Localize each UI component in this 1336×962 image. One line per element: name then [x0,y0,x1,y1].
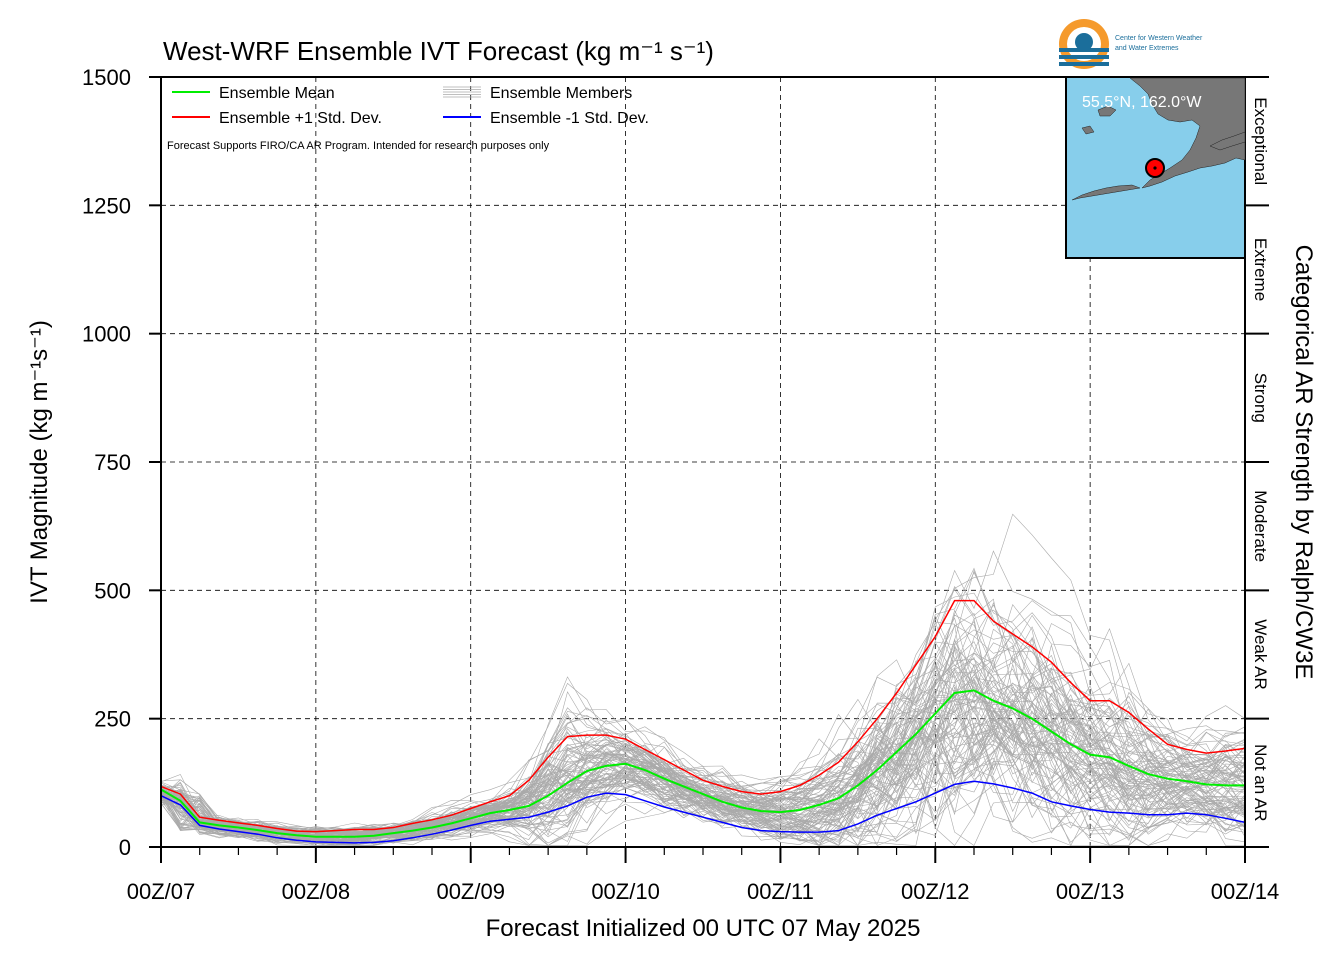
category-label: Strong [1251,373,1270,423]
x-tick-label: 00Z/11 [747,879,814,904]
category-label: Exceptional [1251,97,1270,185]
logo-line2: and Water Extremes [1115,45,1179,52]
legend: Ensemble Mean Ensemble +1 Std. Dev. Ense… [167,85,649,152]
legend-mean-label: Ensemble Mean [219,85,335,102]
y-tick-label: 1000 [82,322,131,347]
x-tick-label: 00Z/07 [127,879,196,904]
category-label: Extreme [1251,238,1270,301]
ensemble-mean-line [160,689,1245,838]
ensemble-minus-std-line [160,780,1246,844]
ensemble-member-line [160,667,1246,845]
ensemble-member-line [160,656,1246,836]
cw3e-logo: Center for Western Weather and Water Ext… [1059,19,1203,69]
category-label: Weak AR [1251,619,1270,690]
inset-land-islands [1071,184,1141,201]
x-tick-label: 00Z/10 [591,879,660,904]
x-tick-label: 00Z/12 [901,879,970,904]
ensemble-plus-std-line [160,599,1246,833]
ensemble-member-line [160,706,1246,833]
legend-minus-label: Ensemble -1 Std. Dev. [490,110,649,127]
category-label: Not an AR [1251,744,1270,822]
ensemble-member-line [160,699,1246,845]
ensemble-member-line [160,589,1246,834]
x-tick-label: 00Z/08 [282,879,351,904]
inset-location-label: 55.5°N, 162.0°W [1082,94,1202,111]
ensemble-members [160,513,1246,847]
chart-title: West-WRF Ensemble IVT Forecast (kg m⁻¹ s… [163,36,714,66]
y-tick-label: 1500 [82,65,131,90]
ensemble-member-line [160,664,1246,846]
legend-members-label: Ensemble Members [490,85,632,102]
ensemble-member-line [160,669,1246,842]
x-axis: 00Z/07 00Z/08 00Z/09 00Z/10 00Z/11 00Z/12 00Z/… [127,847,1280,904]
y-tick-label: 750 [94,450,131,475]
x-tick-label: 00Z/14 [1211,879,1280,904]
y-axis: 0 250 500 750 1000 1250 1500 [82,65,161,860]
category-axis: Not an AR Weak AR Moderate Strong Extreme Exc… [1245,76,1270,848]
legend-members-swatch [443,86,481,98]
x-tick-label: 00Z/13 [1056,879,1125,904]
y-tick-label: 250 [94,707,131,732]
ensemble-member-line [160,723,1246,846]
logo-line1: Center for Western Weather [1115,35,1203,42]
y-tick-label: 1250 [82,193,131,218]
ensemble-member-line [160,698,1246,840]
ensemble-series [160,599,1246,844]
x-tick-label: 00Z/09 [436,879,505,904]
inset-map: 55.5°N, 162.0°W [1065,76,1246,259]
forecast-note: Forecast Supports FIRO/CA AR Program. In… [167,140,550,152]
right-axis-label: Categorical AR Strength by Ralph/CW3E [1290,245,1317,680]
ensemble-member-line [160,614,1246,836]
x-axis-label: Forecast Initialized 00 UTC 07 May 2025 [486,915,921,942]
y-tick-label: 500 [94,578,131,603]
water-drop-icon [1075,33,1093,51]
category-label: Moderate [1251,490,1270,562]
y-tick-label: 0 [119,835,131,860]
ensemble-member-line [160,701,1246,841]
ensemble-member-line [160,702,1246,840]
y-axis-label: IVT Magnitude (kg m⁻¹s⁻¹) [26,320,53,604]
legend-plus-label: Ensemble +1 Std. Dev. [219,110,382,127]
